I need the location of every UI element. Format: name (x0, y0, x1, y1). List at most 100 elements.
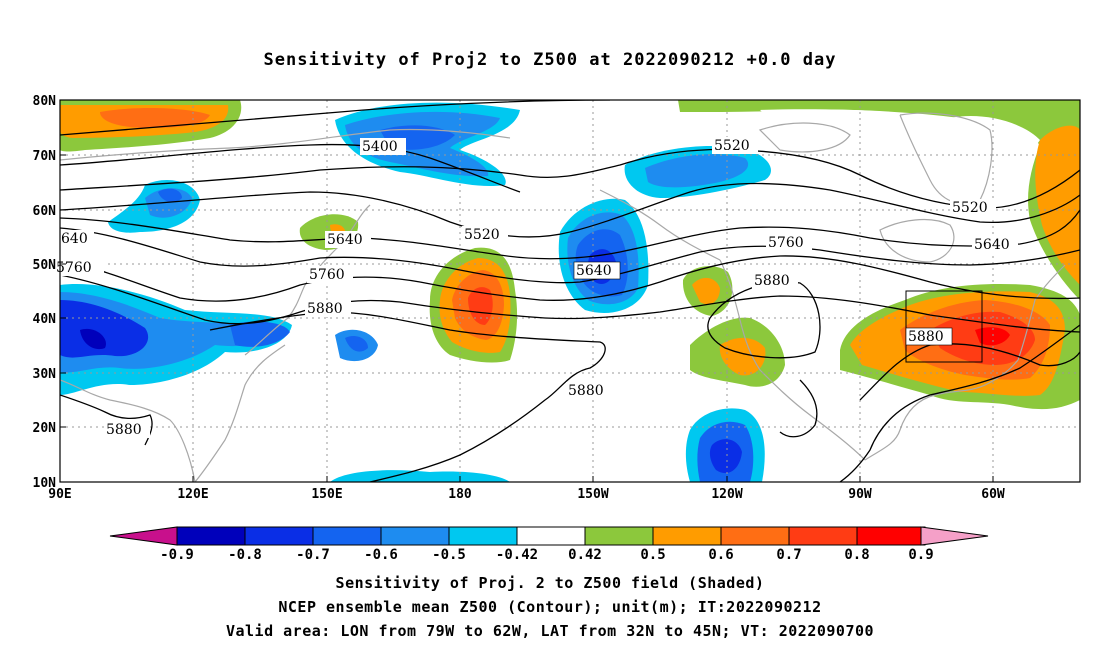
contour-label: 5640 (576, 263, 612, 279)
caption-line-1: Sensitivity of Proj. 2 to Z500 field (Sh… (335, 574, 765, 592)
shade-positive-baja-core (719, 337, 766, 376)
contour-label: 5880 (307, 301, 343, 317)
contour-5880-atl (859, 343, 1080, 401)
contour-5520-west (60, 148, 1080, 209)
z500-contours (60, 100, 1080, 482)
shade-negative-dateline-south (330, 470, 510, 482)
lat-label: 10N (33, 476, 57, 491)
colorbar-box (244, 526, 314, 546)
lat-label: 80N (33, 94, 57, 109)
coastline-siberia (60, 128, 511, 161)
shade-positive-atlantic-peak (975, 327, 1010, 346)
shade-positive-dateline-strong (468, 287, 493, 325)
shade-positive-arctic-atl-core (1035, 125, 1080, 286)
contour-label-group: 5400 (360, 138, 406, 155)
coastline-arctic-islands (758, 122, 851, 153)
contour-label: 5520 (714, 138, 750, 154)
contour-5880-east (839, 324, 1080, 482)
map-title: Sensitivity of Proj2 to Z500 at 20220902… (263, 50, 837, 70)
shade-negative-siberia-deep (158, 188, 182, 203)
shade-negative-asia-deep (60, 300, 149, 358)
coastline-china (194, 344, 286, 482)
valid-area-box (905, 290, 983, 363)
lon-label: 120E (177, 487, 208, 502)
contour-label: 640 (61, 231, 88, 247)
shade-negative-165e (345, 336, 368, 352)
colorbar-ticks: -0.9 -0.8 -0.7 -0.6 -0.5 -0.42 0.42 0.5 … (160, 547, 934, 563)
colorbar-box (856, 526, 926, 546)
lon-label: 180 (448, 487, 472, 502)
shade-positive-wus-core (692, 277, 720, 305)
lat-label: 60N (33, 204, 57, 219)
shade-positive-arctic-asia-strong (100, 108, 210, 128)
shade-negative-canada-core (645, 154, 749, 188)
lon-label: 120W (711, 487, 742, 502)
colorbar-box (176, 526, 246, 546)
gridlines (60, 100, 1080, 482)
contour-5880-sw (60, 394, 153, 446)
coastline-westus (719, 259, 866, 461)
shade-negative-asia-deepest (80, 328, 106, 350)
lat-label: 50N (33, 258, 57, 273)
sensitivity-shading (60, 100, 1080, 482)
colorbar-tick: -0.6 (364, 547, 398, 563)
contour-5520-b (60, 182, 1080, 238)
axis-ticks (60, 99, 994, 482)
lon-label: 150E (311, 487, 342, 502)
lon-label: 90E (48, 487, 71, 502)
contour-label: 5640 (327, 232, 363, 248)
contour-label: 5760 (309, 267, 345, 283)
coastline-asia (60, 379, 196, 482)
colorbar-box (312, 526, 382, 546)
colorbar-tick: 0.7 (776, 547, 801, 563)
caption-line-2: NCEP ensemble mean Z500 (Contour); unit(… (278, 598, 822, 616)
colorbar-tick: -0.5 (432, 547, 466, 563)
shade-positive-arctic-atl-white (760, 109, 1040, 224)
colorbar-boxes (176, 526, 926, 546)
coastline-eastus (1017, 264, 1066, 361)
map-panel: 5400 5520 5520 5520 5640 5640 (33, 94, 1081, 502)
caption-line-3: Valid area: LON from 79W to 62W, LAT fro… (225, 622, 875, 640)
contour-label: 5400 (362, 139, 398, 155)
contour-label: 5880 (106, 422, 142, 438)
contour-label: 5880 (568, 383, 604, 399)
contour-label: 5520 (952, 200, 988, 216)
contour-label: 5760 (56, 260, 92, 276)
contour-label: 5880 (754, 273, 790, 289)
contour-5760-b (60, 274, 1080, 333)
contour-label: 5760 (768, 235, 804, 251)
contour-5400 (60, 143, 521, 193)
contour-label: 5640 (974, 237, 1010, 253)
colorbar-box (720, 526, 790, 546)
colorbar-tick: 0.8 (844, 547, 869, 563)
lat-label: 70N (33, 149, 57, 164)
contour-5400-upper (60, 100, 611, 136)
coastline-hudson (879, 219, 955, 263)
contour-5760 (60, 255, 1080, 302)
lon-label: 60W (981, 487, 1005, 502)
contour-label: 5520 (464, 227, 500, 243)
colorbar-box (788, 526, 858, 546)
colorbar-high-arrow (920, 526, 989, 546)
colorbar-box (516, 526, 586, 546)
contour-5880-swirl (779, 379, 818, 438)
colorbar-low-arrow (109, 526, 178, 546)
lon-label: 90W (848, 487, 872, 502)
contour-label: 5880 (908, 329, 944, 345)
shade-negative-mexico-deep (709, 439, 742, 474)
colorbar-tick: 0.9 (908, 547, 933, 563)
colorbar-box (652, 526, 722, 546)
colorbar-tick: -0.9 (160, 547, 194, 563)
colorbar-tick: 0.5 (640, 547, 665, 563)
colorbar-tick: 0.6 (708, 547, 733, 563)
colorbar-box (448, 526, 518, 546)
longitude-labels: 90E 120E 150E 180 150W 120W 90W 60W (48, 487, 1005, 502)
colorbar-tick: -0.8 (228, 547, 262, 563)
shade-positive-arctic-atl (678, 100, 1080, 300)
contour-5640-b (60, 227, 1080, 284)
colorbar-box (584, 526, 654, 546)
lat-label: 20N (33, 421, 57, 436)
lon-label: 150W (577, 487, 608, 502)
colorbar: -0.9 -0.8 -0.7 -0.6 -0.5 -0.42 0.42 0.5 … (109, 526, 989, 563)
latitude-labels: 80N 70N 60N 50N 40N 30N 20N 10N (33, 94, 57, 491)
